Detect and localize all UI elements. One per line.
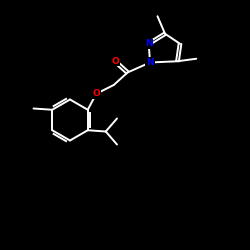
Text: O: O xyxy=(92,89,100,98)
Text: O: O xyxy=(111,57,119,66)
Text: N: N xyxy=(146,58,154,67)
Text: N: N xyxy=(145,39,152,48)
